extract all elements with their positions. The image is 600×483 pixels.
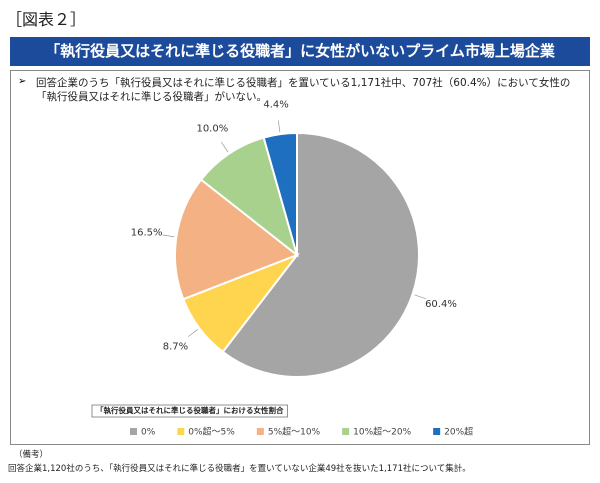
leader-line	[188, 329, 199, 337]
title-banner: 「執行役員又はそれに準じる役職者」に女性がいないプライム市場上場企業	[10, 37, 590, 66]
pie-slice	[199, 136, 299, 258]
leader-line	[414, 294, 426, 299]
data-label: 10.0%	[196, 124, 228, 135]
data-label: 16.5%	[131, 228, 163, 239]
legend-swatch	[177, 428, 185, 435]
legend-title: 「執行役員又はそれに準じる役職者」における女性割合	[96, 405, 284, 415]
note-text: 回答企業1,120社のうち、「執行役員又はそれに準じる役職者」を置いていない企業…	[8, 464, 471, 474]
data-label: 4.4%	[263, 99, 288, 110]
legend-label: 0%	[141, 428, 156, 438]
pie-slice	[262, 131, 298, 256]
data-label: 60.4%	[425, 299, 457, 310]
legend-title-box	[91, 404, 288, 418]
figure-label: ［図表２］	[6, 10, 87, 29]
bullet-marker: ➢	[18, 76, 27, 87]
frame	[10, 70, 590, 445]
pie-slice	[174, 178, 299, 301]
legend-label: 20%超	[444, 426, 473, 438]
legend-swatch	[433, 428, 441, 435]
legend-label: 0%超～5%	[188, 426, 235, 438]
legend-label: 5%超～10%	[268, 426, 321, 438]
legend-swatch	[256, 428, 264, 435]
pie-slice	[221, 131, 420, 378]
legend-swatch	[342, 428, 350, 435]
note-heading: （備考）	[14, 450, 49, 460]
legend-label: 10%超～20%	[353, 426, 411, 438]
bullet-text: 回答企業のうち「執行役員又はそれに準じる役職者」を置いている1,171社中、70…	[36, 77, 571, 103]
leader-line	[162, 234, 175, 238]
legend-swatch	[130, 428, 137, 435]
leader-line	[277, 120, 281, 133]
data-label: 8.7%	[163, 341, 188, 352]
leader-line	[220, 141, 229, 153]
